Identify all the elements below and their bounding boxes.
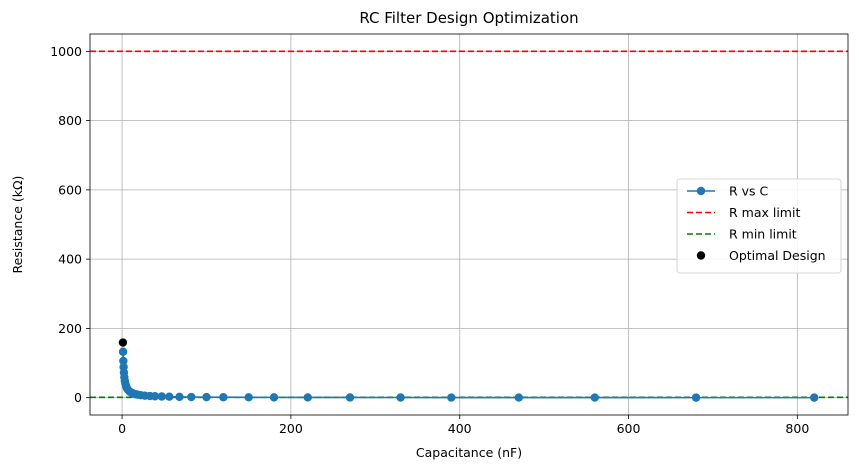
r-vs-c-point (202, 392, 211, 402)
r-vs-c-point (244, 393, 253, 402)
plot-frame (89, 33, 849, 416)
y-axis-title: Resistance (kΩ) (10, 176, 25, 274)
x-tick-label: 400 (448, 421, 472, 436)
legend-box (676, 178, 842, 274)
legend-label: R max limit (729, 205, 800, 220)
x-axis-title: Capacitance (nF) (416, 445, 522, 460)
y-tick-label: 1000 (50, 44, 82, 59)
x-tick-label: 600 (617, 421, 641, 436)
legend-label: R vs C (729, 184, 769, 199)
r-vs-c-point (187, 392, 196, 402)
legend-swatch-marker (696, 251, 706, 260)
r-vs-c-point (119, 356, 128, 366)
r-vs-c-point (810, 393, 819, 402)
r-vs-c-point (303, 393, 312, 402)
x-tick-label: 0 (118, 421, 126, 436)
optimal-design-point (118, 338, 128, 347)
r-vs-c-point (345, 393, 355, 402)
r-vs-c-point (219, 393, 228, 402)
r-vs-c-point (175, 392, 184, 402)
y-tick-label: 600 (58, 182, 82, 197)
r-vs-c-point (165, 392, 174, 401)
y-tick-label: 800 (58, 113, 82, 128)
r-vs-c-point (590, 393, 599, 402)
r-vs-c-point (691, 393, 701, 402)
y-tick-label: 400 (58, 252, 82, 267)
y-tick-label: 0 (74, 390, 82, 405)
plot-series (118, 338, 819, 402)
y-tick-label: 200 (58, 321, 82, 336)
chart-title: RC Filter Design Optimization (359, 9, 578, 27)
legend: R vs C R max limit R min limit Optimal Desi… (676, 178, 842, 274)
x-tick-label: 800 (785, 421, 809, 436)
x-axis-ticks: 0 200 400 600 800 (118, 415, 809, 436)
r-vs-c-point (514, 393, 524, 402)
y-axis-ticks: 0 200 400 600 800 1000 (50, 44, 90, 405)
r-vs-c-point (269, 393, 279, 402)
legend-label: Optimal Design (729, 248, 826, 263)
r-vs-c-point (447, 393, 456, 402)
x-tick-label: 200 (279, 421, 303, 436)
legend-swatch-marker (696, 186, 706, 196)
r-vs-c-point (118, 347, 128, 356)
r-vs-c-point (157, 392, 166, 401)
legend-label: R min limit (729, 227, 797, 242)
r-vs-c-point (396, 393, 405, 402)
r-vs-c-point (150, 392, 160, 401)
